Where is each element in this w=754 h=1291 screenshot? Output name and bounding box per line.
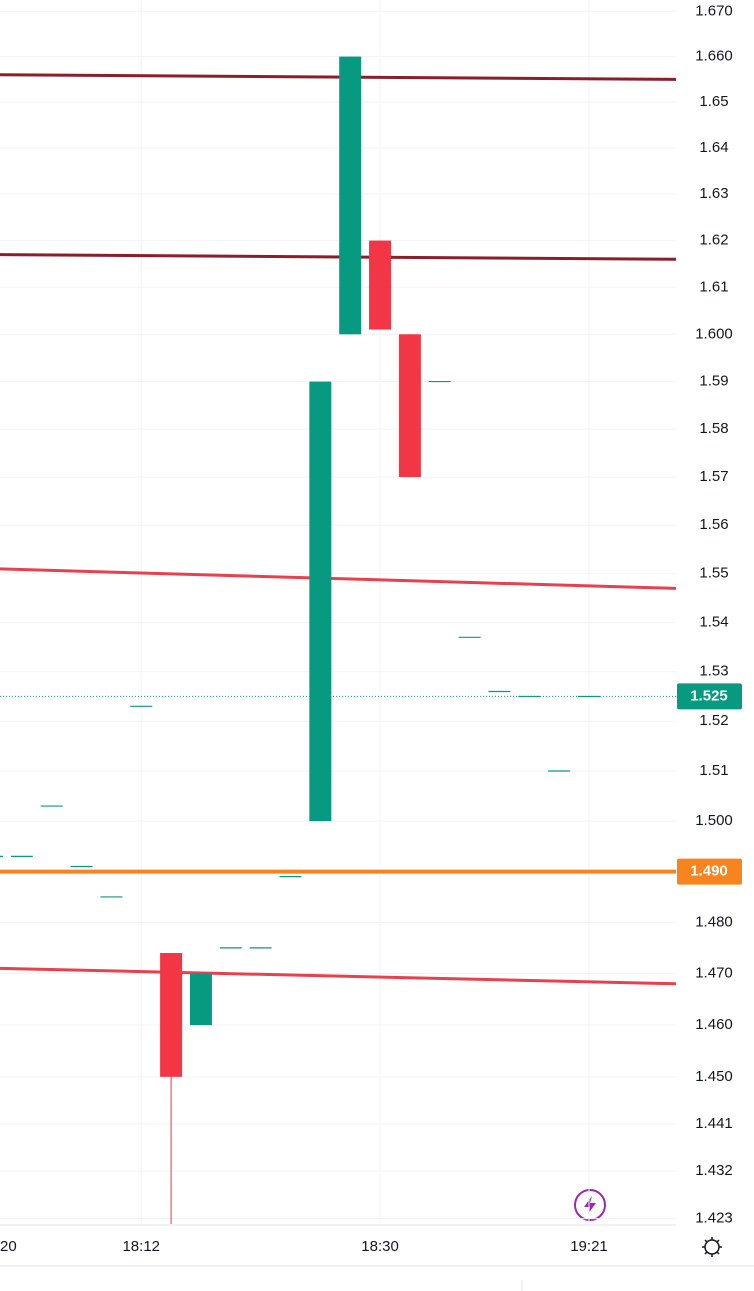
y-tick-label: 1.441 — [695, 1115, 733, 1132]
candle-body — [398, 334, 421, 478]
plot — [0, 56, 677, 1224]
lightning-icon[interactable] — [574, 1189, 606, 1221]
y-tick-label: 1.470 — [695, 964, 733, 981]
y-tick-label: 1.54 — [699, 614, 728, 631]
candle-body — [160, 953, 183, 1077]
y-tick-label: 1.660 — [695, 48, 733, 65]
y-tick-label: 1.58 — [699, 420, 728, 437]
y-tick-label: 1.52 — [699, 712, 728, 729]
trend-line — [0, 567, 677, 590]
y-tick-label: 1.62 — [699, 232, 728, 249]
y-tick-label: 1.59 — [699, 373, 728, 390]
y-tick-label: 1.500 — [695, 812, 733, 829]
price-label-bg — [677, 683, 742, 710]
y-tick-label: 1.61 — [699, 278, 728, 295]
lightning-bolt — [584, 1196, 596, 1214]
y-tick-label: 1.51 — [699, 762, 728, 779]
y-tick-label: 1.450 — [695, 1068, 733, 1085]
y-tick-label: 1.57 — [699, 468, 728, 485]
trend-line — [0, 966, 677, 986]
trend-line — [0, 73, 677, 81]
x-tick-label: 18:12 — [122, 1238, 160, 1255]
price-label-bg — [677, 858, 742, 885]
trend-line — [0, 253, 677, 261]
price-label: 1.490 — [690, 863, 728, 880]
y-tick-label: 1.53 — [699, 663, 728, 680]
y-axis: 1.670 1.660 1.65 1.64 1.63 1.62 1.61 1.600 1.59 1… — [0, 2, 742, 1255]
grid — [0, 0, 676, 1225]
y-tick-label: 1.600 — [695, 325, 733, 342]
candle-body — [369, 240, 392, 330]
gear-icon[interactable] — [702, 1237, 722, 1257]
y-tick-label: 1.432 — [695, 1162, 733, 1179]
y-tick-label: 1.56 — [699, 516, 728, 533]
y-tick-label: 1.64 — [699, 139, 728, 156]
gear-teeth — [702, 1237, 722, 1257]
candle-body — [189, 973, 212, 1026]
y-tick-label: 1.460 — [695, 1016, 733, 1033]
price-label: 1.525 — [690, 687, 728, 704]
y-tick-label: 1.480 — [695, 913, 733, 930]
y-tick-label: 1.423 — [695, 1210, 733, 1227]
x-tick-label: 18:30 — [361, 1238, 399, 1255]
x-tick-label: 19:21 — [570, 1238, 608, 1255]
y-tick-label: 1.55 — [699, 565, 728, 582]
y-tick-label: 1.63 — [699, 185, 728, 202]
y-tick-label: 1.670 — [695, 2, 733, 19]
x-tick-label: 20 — [0, 1238, 17, 1255]
y-tick-label: 1.65 — [699, 93, 728, 110]
candle-body — [339, 56, 362, 335]
candle-body — [309, 381, 332, 822]
